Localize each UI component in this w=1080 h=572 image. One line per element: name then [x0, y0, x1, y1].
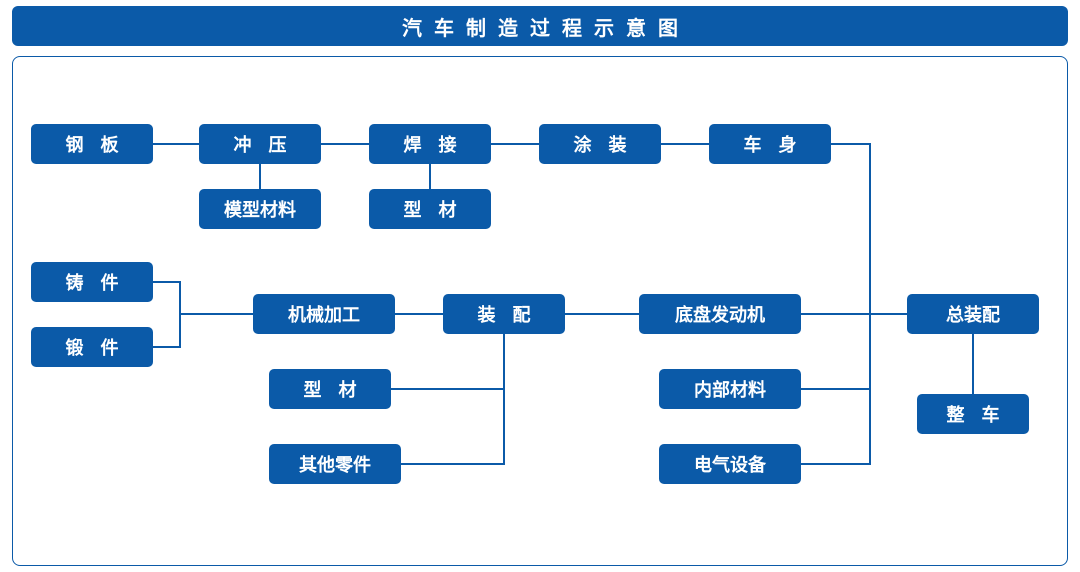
node-cast: 铸 件: [32, 263, 152, 301]
node-interior: 内部材料: [660, 370, 800, 408]
node-mold: 模型材料: [200, 190, 320, 228]
node-other: 其他零件: [270, 445, 400, 483]
node-elec: 电气设备: [660, 445, 800, 483]
node-forge: 锻 件: [32, 328, 152, 366]
node-vehicle: 整 车: [918, 395, 1028, 433]
diagram-title-bar: 汽车制造过程示意图: [12, 6, 1068, 46]
node-chassis: 底盘发动机: [640, 295, 800, 333]
diagram-canvas: 汽车制造过程示意图 钢 板冲 压焊 接涂 装车 身模型材料型 材铸 件锻 件机械…: [0, 0, 1080, 572]
node-assemble: 装 配: [444, 295, 564, 333]
node-prof1: 型 材: [370, 190, 490, 228]
node-final: 总装配: [908, 295, 1038, 333]
node-prof2: 型 材: [270, 370, 390, 408]
node-machine: 机械加工: [254, 295, 394, 333]
node-body: 车 身: [710, 125, 830, 163]
node-steel: 钢 板: [32, 125, 152, 163]
node-stamp: 冲 压: [200, 125, 320, 163]
node-weld: 焊 接: [370, 125, 490, 163]
node-paint: 涂 装: [540, 125, 660, 163]
